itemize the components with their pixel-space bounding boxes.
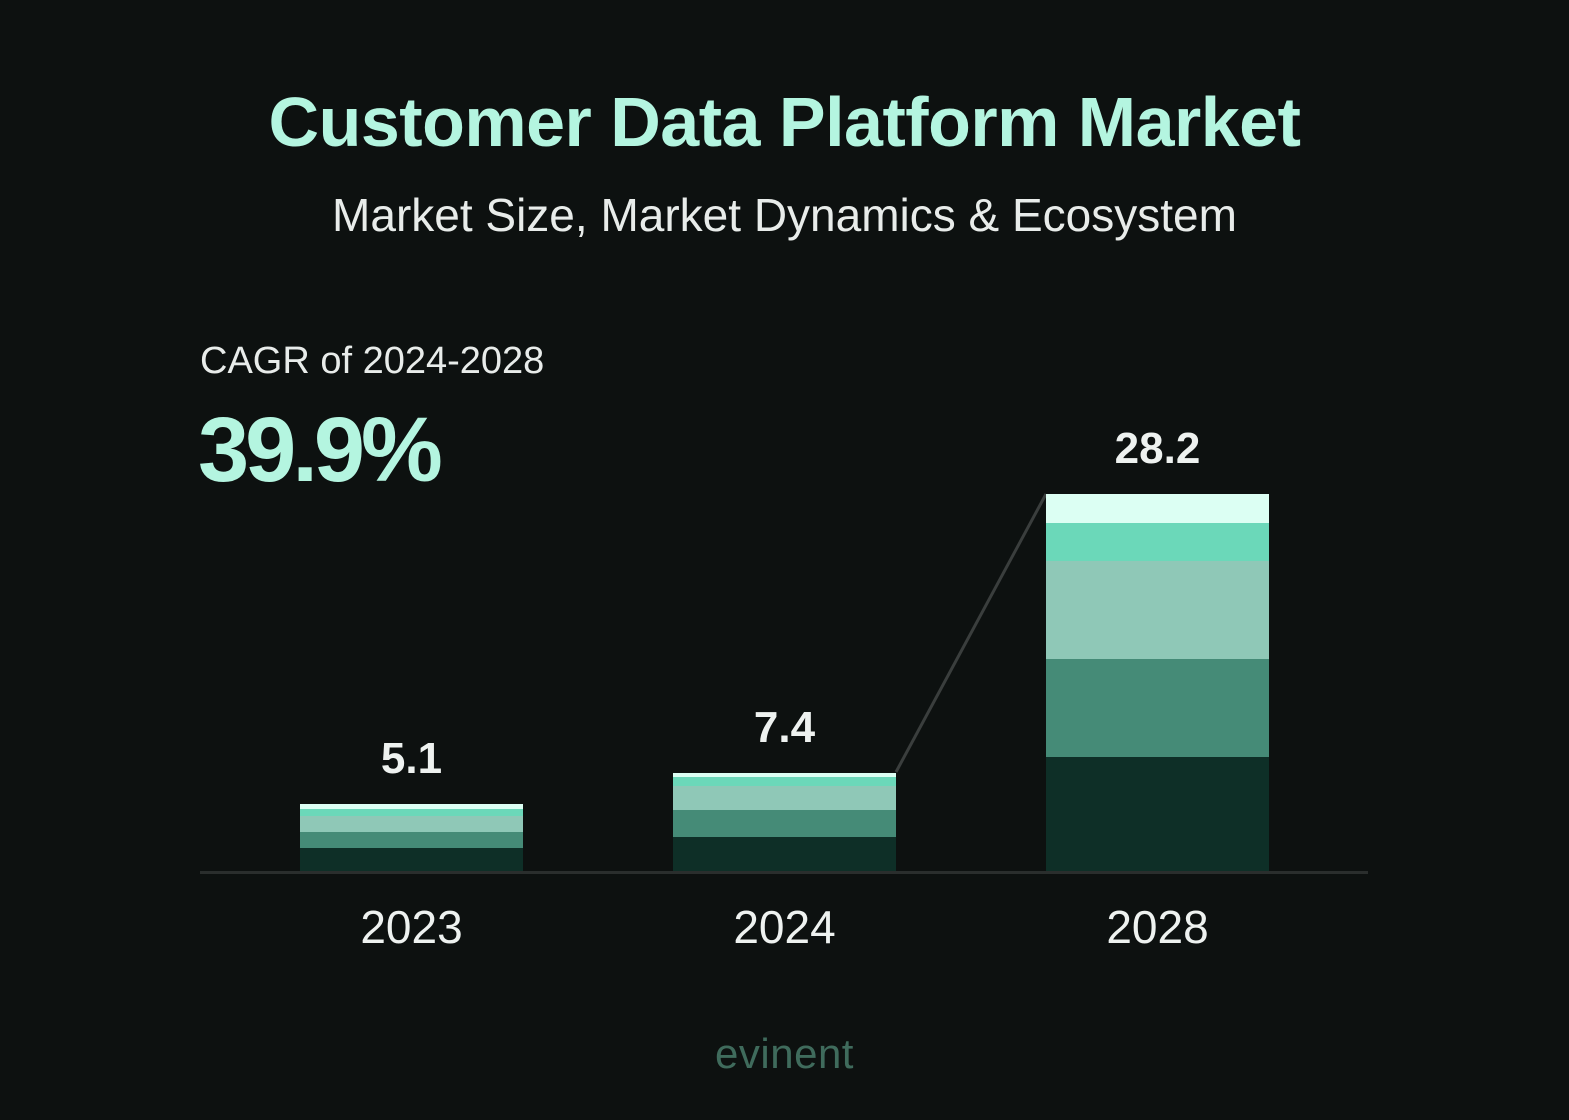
bar-segment [1046, 523, 1269, 562]
bar-segment [1046, 561, 1269, 659]
x-axis-label: 2023 [360, 901, 463, 953]
cagr-value: 39.9% [198, 399, 443, 501]
bar-2028 [1046, 494, 1269, 872]
bar-value-label: 7.4 [753, 702, 816, 752]
bar-2024 [673, 772, 896, 872]
bar-segment [300, 831, 523, 848]
bar-value-label: 5.1 [380, 733, 443, 783]
bar-segment [673, 786, 896, 811]
bar-segment [1046, 756, 1269, 872]
bar-segment [300, 808, 523, 816]
brand-logo: evinent [715, 1030, 854, 1077]
cagr-label: CAGR of 2024-2028 [200, 340, 545, 382]
bar-segment [300, 815, 523, 832]
bar-segment [673, 837, 896, 872]
bar-segment [300, 803, 523, 809]
bar-segment [1046, 494, 1269, 524]
x-axis-label: 2028 [1106, 901, 1209, 953]
bar-segment [673, 810, 896, 838]
x-axis-label: 2024 [733, 901, 836, 953]
bar-segment [673, 776, 896, 787]
bar-2023 [300, 803, 523, 872]
bar-value-label: 28.2 [1114, 424, 1201, 473]
chart-subtitle: Market Size, Market Dynamics & Ecosystem [332, 189, 1237, 241]
bar-segment [1046, 658, 1269, 757]
bar-segment [673, 772, 896, 777]
chart-title: Customer Data Platform Market [268, 83, 1301, 161]
x-axis-baseline [200, 871, 1368, 874]
bar-segment [300, 847, 523, 872]
